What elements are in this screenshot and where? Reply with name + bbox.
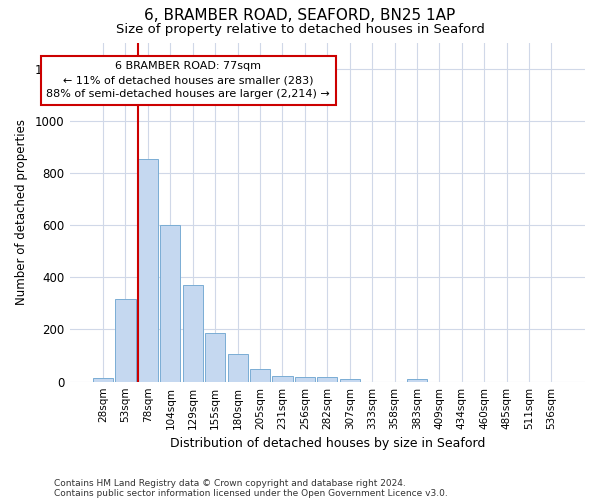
Bar xyxy=(160,225,181,382)
Bar xyxy=(340,379,360,382)
Y-axis label: Number of detached properties: Number of detached properties xyxy=(15,119,28,305)
Text: Contains public sector information licensed under the Open Government Licence v3: Contains public sector information licen… xyxy=(54,488,448,498)
Bar xyxy=(227,354,248,382)
Bar xyxy=(250,369,270,382)
Bar xyxy=(138,158,158,382)
X-axis label: Distribution of detached houses by size in Seaford: Distribution of detached houses by size … xyxy=(170,437,485,450)
Text: Contains HM Land Registry data © Crown copyright and database right 2024.: Contains HM Land Registry data © Crown c… xyxy=(54,478,406,488)
Text: 6 BRAMBER ROAD: 77sqm
← 11% of detached houses are smaller (283)
88% of semi-det: 6 BRAMBER ROAD: 77sqm ← 11% of detached … xyxy=(46,62,330,100)
Text: 6, BRAMBER ROAD, SEAFORD, BN25 1AP: 6, BRAMBER ROAD, SEAFORD, BN25 1AP xyxy=(145,8,455,22)
Bar xyxy=(272,376,293,382)
Bar xyxy=(115,300,136,382)
Text: Size of property relative to detached houses in Seaford: Size of property relative to detached ho… xyxy=(116,22,484,36)
Bar xyxy=(182,285,203,382)
Bar xyxy=(205,334,225,382)
Bar xyxy=(295,377,315,382)
Bar xyxy=(317,377,337,382)
Bar xyxy=(407,379,427,382)
Bar xyxy=(93,378,113,382)
